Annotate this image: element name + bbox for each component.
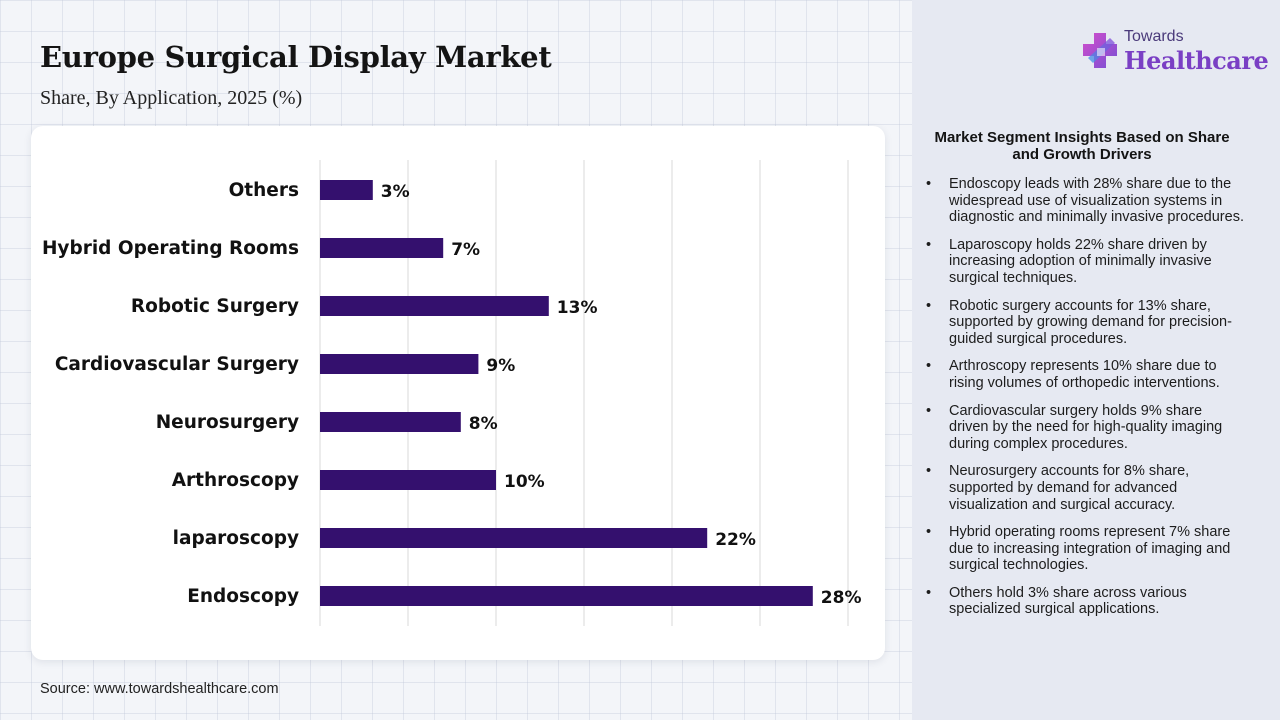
value-label: 3% — [381, 182, 410, 202]
insight-item: Endoscopy leads with 28% share due to th… — [926, 176, 1244, 226]
brand-logo[interactable]: Towards Healthcare — [1080, 28, 1269, 78]
value-label: 10% — [504, 472, 545, 492]
insight-item: Cardiovascular surgery holds 9% share dr… — [926, 403, 1244, 453]
category-label: Neurosurgery — [156, 412, 299, 433]
insight-item: Neurosurgery accounts for 8% share, supp… — [926, 463, 1244, 513]
category-label: Robotic Surgery — [131, 296, 299, 317]
logo-top-text: Towards — [1124, 28, 1184, 45]
chart-card: Others 3% Hybrid Operating Rooms 7% Robotic … — [31, 126, 885, 660]
page-subtitle: Share, By Application, 2025 (%) — [40, 87, 303, 109]
bar-chart: Others 3% Hybrid Operating Rooms 7% Robotic … — [42, 160, 862, 626]
category-label: laparoscopy — [173, 528, 299, 549]
value-label: 13% — [557, 298, 598, 318]
category-label: Arthroscopy — [172, 470, 299, 491]
value-label: 28% — [821, 588, 862, 608]
bar — [320, 354, 479, 374]
insight-item: Arthroscopy represents 10% share due to … — [926, 358, 1244, 391]
category-label: Cardiovascular Surgery — [55, 354, 299, 375]
source-note: Source: www.towardshealthcare.com — [40, 681, 279, 697]
insights-list: Endoscopy leads with 28% share due to th… — [926, 176, 1244, 629]
bar — [320, 296, 549, 316]
medical-cross-icon — [1083, 33, 1117, 68]
insight-item: Others hold 3% share across various spec… — [926, 585, 1244, 618]
page-title: Europe Surgical Display Market — [40, 40, 552, 74]
value-label: 22% — [715, 530, 756, 550]
value-label: 9% — [486, 356, 515, 376]
insight-item: Hybrid operating rooms represent 7% shar… — [926, 524, 1244, 574]
category-label: Hybrid Operating Rooms — [42, 238, 299, 259]
bar — [320, 528, 708, 548]
category-label: Endoscopy — [187, 586, 299, 607]
insight-item: Laparoscopy holds 22% share driven by in… — [926, 237, 1244, 287]
value-label: 7% — [451, 240, 480, 260]
bar — [320, 238, 444, 258]
bar — [320, 586, 813, 606]
logo-main-text: Healthcare — [1124, 46, 1269, 75]
value-label: 8% — [469, 414, 498, 434]
bar — [320, 470, 496, 490]
insights-heading: Market Segment Insights Based on Share a… — [934, 129, 1230, 163]
bar — [320, 412, 461, 432]
bar — [320, 180, 373, 200]
insight-item: Robotic surgery accounts for 13% share, … — [926, 298, 1244, 348]
category-label: Others — [229, 180, 299, 201]
